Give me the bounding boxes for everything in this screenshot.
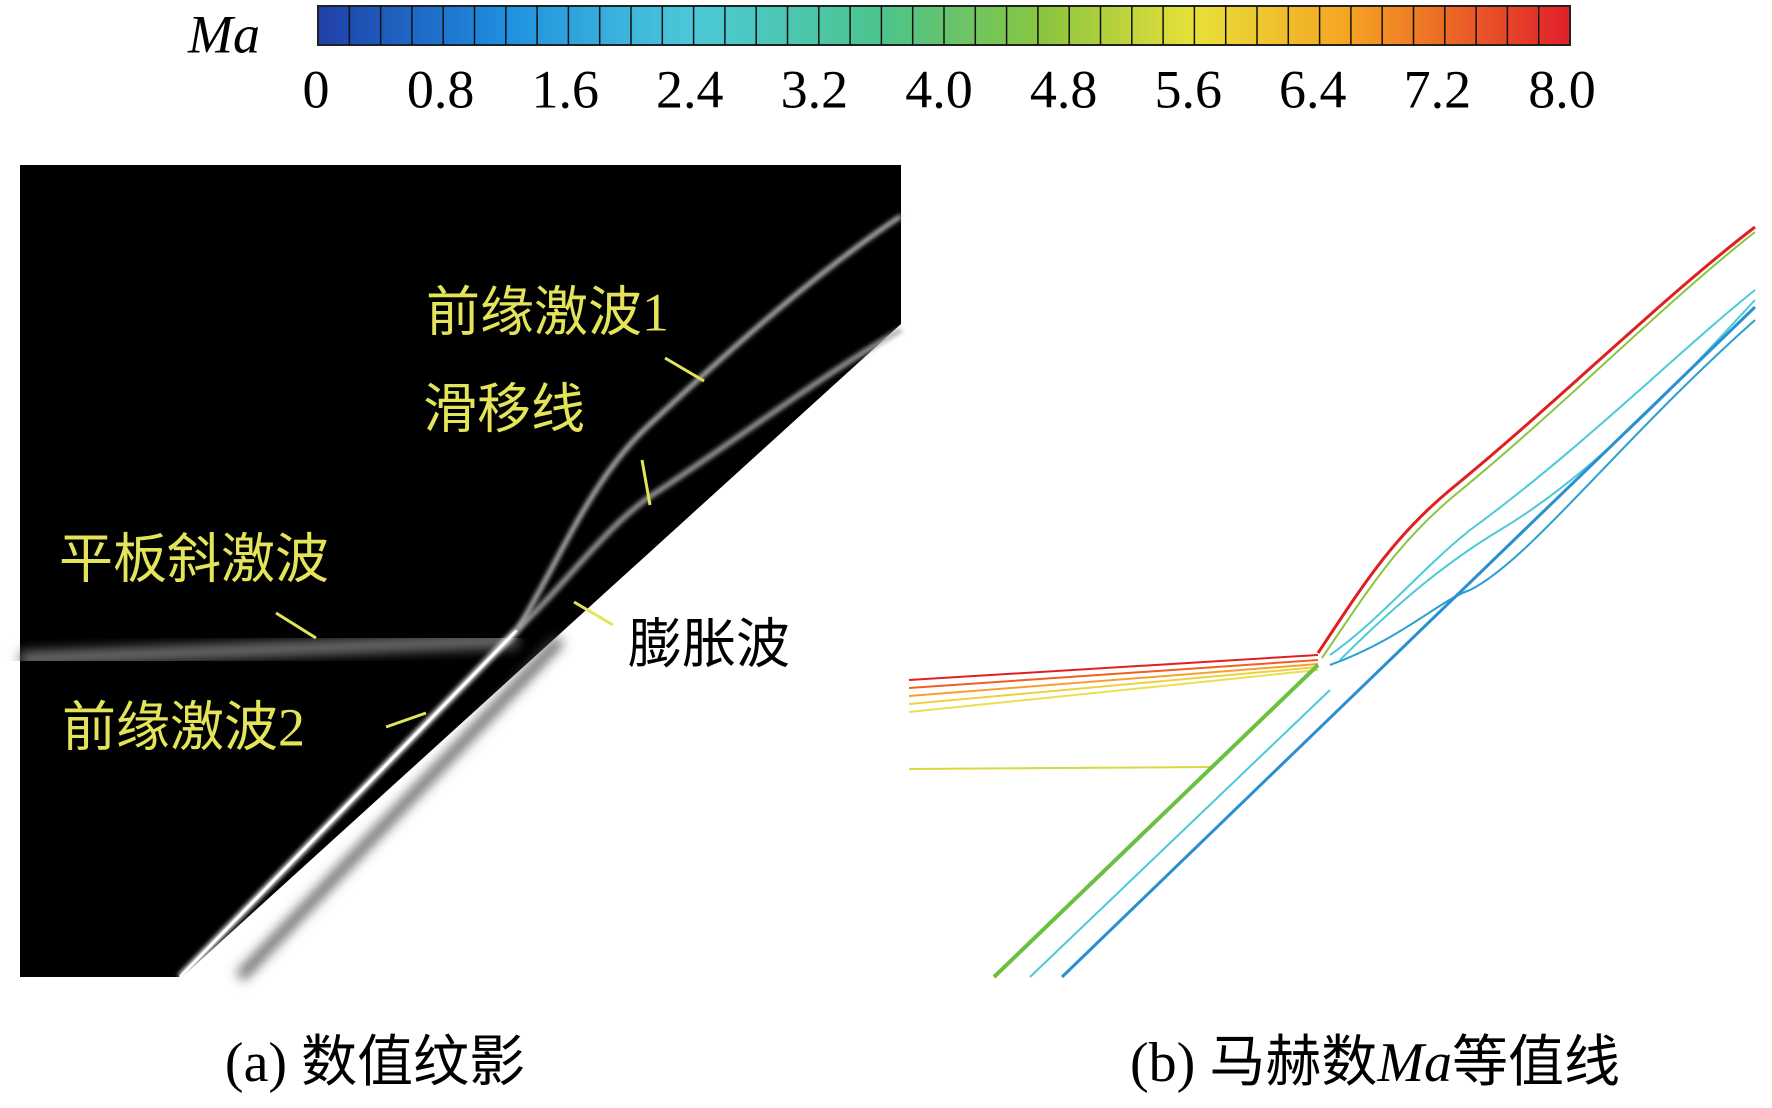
- colorbar-tick-label: 7.2: [1404, 59, 1472, 119]
- slip-line: [515, 327, 903, 632]
- colorbar-tick-label: 5.6: [1154, 59, 1222, 119]
- captions: (a) 数值纹影 (b) 马赫数Ma等值线: [225, 1032, 1620, 1094]
- colorbar-tick-label: 0: [303, 59, 330, 119]
- schlieren-panel: [19, 165, 903, 981]
- colorbar-tick-label: 4.8: [1030, 59, 1098, 119]
- colorbar-tick-label: 1.6: [531, 59, 599, 119]
- colorbar-tick-label: 4.0: [905, 59, 973, 119]
- colorbar-tick-label: 3.2: [781, 59, 849, 119]
- colorbar-tick-label: 2.4: [656, 59, 724, 119]
- plate-shock: [19, 633, 518, 666]
- colorbar: Ma 0 0.8 1.6 2.4 3.2 4.0 4.8 5.6 6.4 7.2 8.0: [187, 4, 1596, 119]
- colorbar-tick-label: 6.4: [1279, 59, 1347, 119]
- caption-b-symbol: Ma: [1376, 1032, 1452, 1094]
- mach-contours: [908, 225, 1757, 979]
- caption-b-suffix: 等值线: [1452, 1032, 1620, 1094]
- annotation: 滑移线: [423, 379, 585, 439]
- colorbar-label: Ma: [187, 4, 260, 64]
- expansion-wave: [236, 636, 564, 981]
- annotation: 前缘激波1: [426, 282, 669, 342]
- leader-lines: [275, 356, 705, 729]
- leading-shock-1: [515, 214, 903, 632]
- colorbar-tick-label: 0.8: [407, 59, 475, 119]
- leading-shock-2-core: [178, 628, 519, 979]
- annotation: 平板斜激波: [59, 529, 329, 589]
- colorbar-tick-label: 8.0: [1528, 59, 1596, 119]
- annotation: 前缘激波2: [62, 697, 305, 757]
- annotation: 膨胀波: [628, 614, 790, 674]
- caption-b-prefix: (b) 马赫数: [1130, 1032, 1377, 1094]
- caption-b: (b) 马赫数Ma等值线: [1130, 1032, 1620, 1094]
- caption-a: (a) 数值纹影: [225, 1032, 525, 1094]
